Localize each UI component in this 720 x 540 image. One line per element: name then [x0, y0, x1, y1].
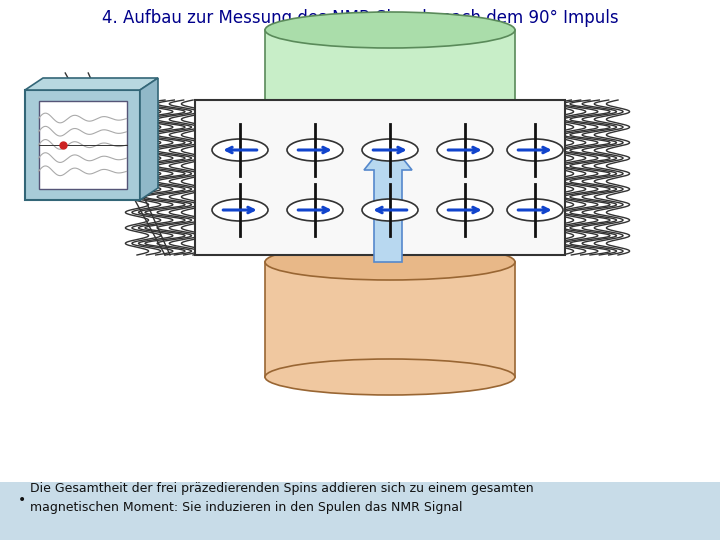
Ellipse shape: [265, 127, 515, 163]
FancyArrow shape: [364, 140, 412, 262]
Polygon shape: [25, 78, 158, 90]
Bar: [38, 101, 127, 189]
Ellipse shape: [362, 139, 418, 161]
Bar: [265, 30, 515, 145]
Ellipse shape: [507, 139, 563, 161]
Ellipse shape: [437, 199, 493, 221]
Text: Die Gesamtheit der frei präzedierenden Spins addieren sich zu einem gesamten
mag: Die Gesamtheit der frei präzedierenden S…: [30, 482, 534, 514]
Ellipse shape: [265, 12, 515, 48]
Ellipse shape: [287, 139, 343, 161]
Bar: [0, 482, 720, 540]
Text: •: •: [18, 493, 26, 507]
Bar: [25, 90, 140, 200]
Polygon shape: [140, 78, 158, 200]
Ellipse shape: [212, 139, 268, 161]
Ellipse shape: [362, 199, 418, 221]
Ellipse shape: [265, 359, 515, 395]
Ellipse shape: [287, 199, 343, 221]
Bar: [195, 100, 565, 255]
Text: 4. Aufbau zur Messung des NMR Signals nach dem 90° Impuls: 4. Aufbau zur Messung des NMR Signals na…: [102, 9, 618, 27]
Ellipse shape: [437, 139, 493, 161]
Bar: [265, 262, 515, 377]
Ellipse shape: [265, 244, 515, 280]
Ellipse shape: [507, 199, 563, 221]
Ellipse shape: [212, 199, 268, 221]
